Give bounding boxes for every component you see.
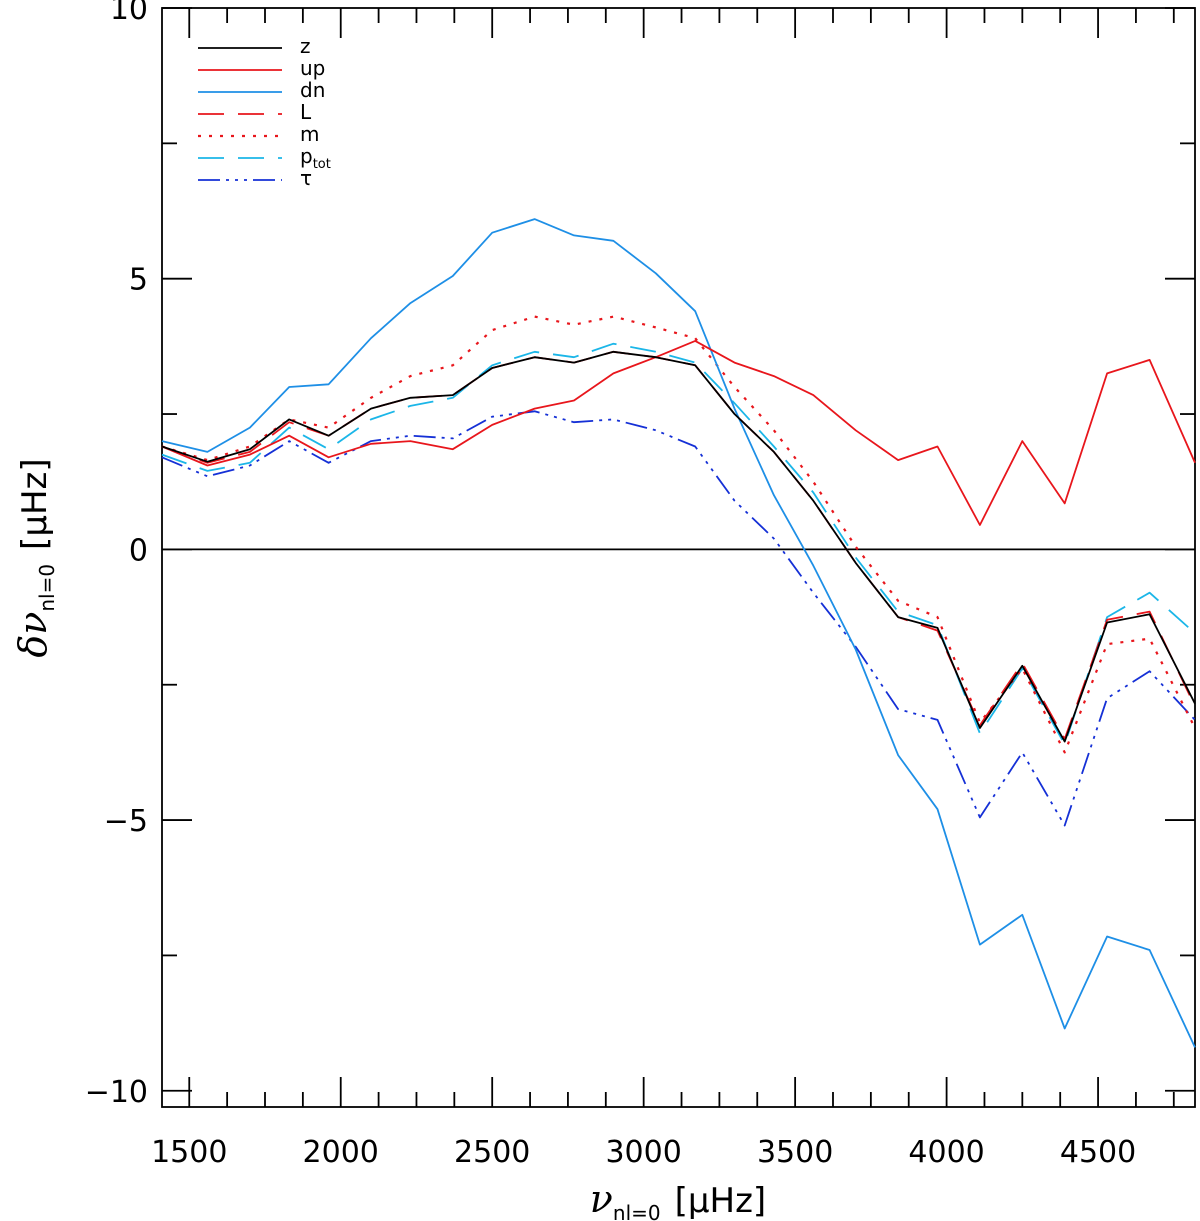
legend-label-m: m bbox=[300, 122, 319, 146]
y-axis-title: δνnl=0 [μHz] bbox=[11, 458, 59, 657]
y-tick-label: −5 bbox=[104, 804, 148, 839]
x-tick-label: 3500 bbox=[757, 1135, 833, 1170]
y-axis-subscript: nl=0 bbox=[35, 564, 59, 612]
x-tick-label: 4000 bbox=[908, 1135, 984, 1170]
x-tick-label: 4500 bbox=[1060, 1135, 1136, 1170]
legend-label-tau: τ bbox=[300, 166, 312, 190]
x-tick-label: 1500 bbox=[151, 1135, 227, 1170]
x-axis-unit: [μHz] bbox=[675, 1181, 767, 1221]
series-line-m bbox=[161, 315, 1196, 754]
plot-frame bbox=[161, 7, 1196, 1108]
x-axis-subscript: nl=0 bbox=[613, 1201, 661, 1221]
x-tick-label: 2000 bbox=[303, 1135, 379, 1170]
y-tick-label: 10 bbox=[110, 0, 148, 27]
series-line-up bbox=[161, 339, 1196, 526]
y-tick-label: 5 bbox=[129, 263, 148, 298]
series-line-z bbox=[161, 350, 1196, 743]
legend-label-L: L bbox=[300, 100, 312, 124]
x-tick-label: 3000 bbox=[605, 1135, 681, 1170]
series-line-dn bbox=[161, 218, 1196, 1048]
legend-label-up: up bbox=[300, 56, 325, 80]
tick-labels: 1500 2000 2500 3000 3500 4000 4500 10 5 0 −5 −10 bbox=[85, 0, 1137, 1170]
x-axis-symbol: ν bbox=[590, 1177, 613, 1221]
y-tick-label: 0 bbox=[129, 533, 148, 568]
y-axis-unit: [μHz] bbox=[15, 458, 55, 550]
legend-label-dn: dn bbox=[300, 78, 325, 102]
axis-ticks bbox=[162, 7, 1195, 1107]
series-line-p_tot bbox=[161, 342, 1196, 746]
legend-label-z: z bbox=[300, 34, 311, 58]
x-tick-label: 2500 bbox=[454, 1135, 530, 1170]
y-axis-symbol: δν bbox=[11, 612, 55, 658]
series-line-tau bbox=[161, 410, 1196, 827]
x-axis-title: νnl=0 [μHz] bbox=[590, 1177, 766, 1221]
series-line-L bbox=[161, 350, 1196, 740]
series-layer bbox=[161, 218, 1196, 1048]
y-tick-label: −10 bbox=[85, 1075, 148, 1110]
